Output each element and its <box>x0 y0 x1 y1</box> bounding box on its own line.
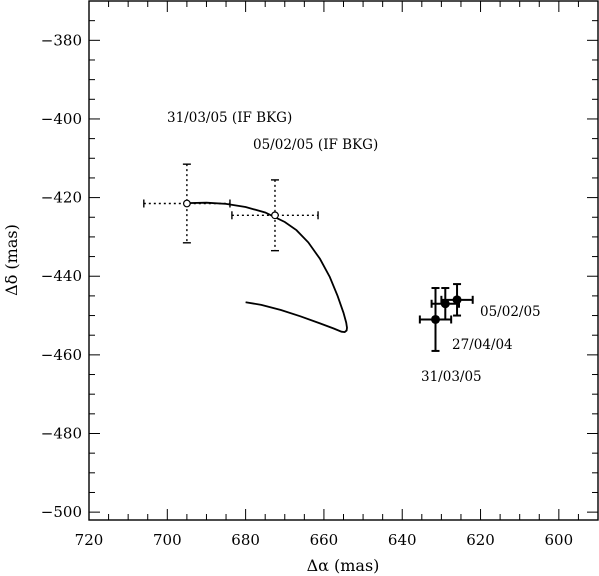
x-tick-label: 680 <box>231 531 260 549</box>
x-tick-label: 640 <box>388 531 417 549</box>
x-tick-label: 600 <box>545 531 574 549</box>
x-tick-label: 700 <box>153 531 182 549</box>
y-tick-label: −480 <box>41 425 82 443</box>
x-tick-labels: 720 700 680 660 640 620 600 <box>75 531 573 549</box>
axis-ticks <box>88 0 599 520</box>
y-tick-label: −400 <box>41 110 82 128</box>
y-tick-label: −380 <box>41 31 82 49</box>
y-tick-label: −460 <box>41 346 82 364</box>
filled-data-point <box>440 299 450 309</box>
orbit-track <box>186 201 348 334</box>
open-data-point <box>182 199 191 208</box>
y-tick-label: −420 <box>41 189 82 207</box>
x-axis-label: Δα (mas) <box>307 556 380 575</box>
annotation-ifbkg-05-02-05: 05/02/05 (IF BKG) <box>253 137 378 153</box>
annotation-ifbkg-31-03-05: 31/03/05 (IF BKG) <box>167 110 292 126</box>
y-tick-labels: −380 −400 −420 −440 −460 −480 −500 <box>41 31 82 521</box>
x-tick-label: 720 <box>75 531 104 549</box>
x-tick-label: 620 <box>466 531 495 549</box>
annotation-05-02-05: 05/02/05 <box>480 304 541 320</box>
annotation-31-03-05: 31/03/05 <box>421 369 482 385</box>
y-tick-label: −440 <box>41 267 82 285</box>
data-points <box>143 163 474 352</box>
filled-data-point <box>452 295 462 305</box>
y-tick-label: −500 <box>41 503 82 521</box>
x-tick-label: 660 <box>310 531 339 549</box>
y-axis-label: Δδ (mas) <box>2 224 21 296</box>
open-data-point <box>271 211 279 220</box>
filled-data-point <box>431 314 441 324</box>
plot-frame <box>88 0 599 521</box>
annotation-27-04-04: 27/04/04 <box>452 337 513 353</box>
